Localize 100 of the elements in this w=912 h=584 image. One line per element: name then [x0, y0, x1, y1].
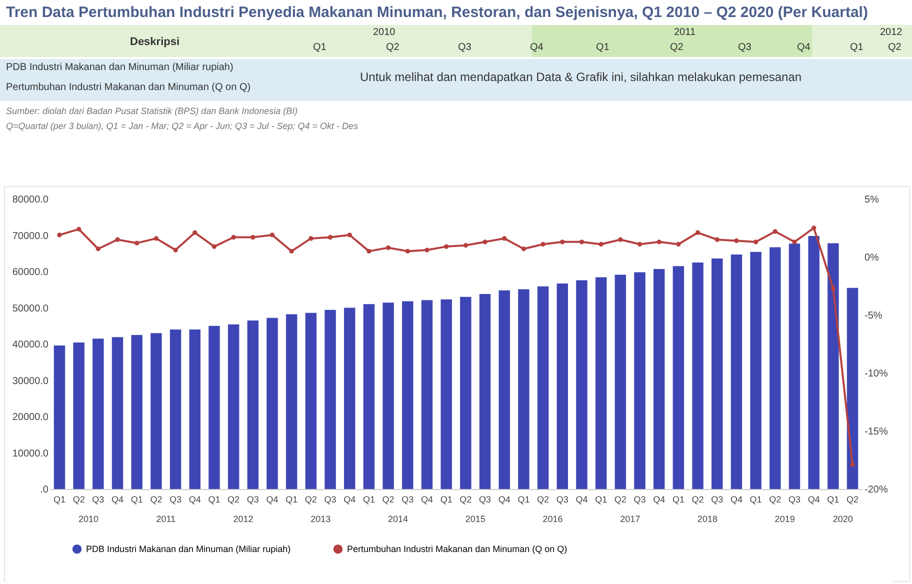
x-tick-label: Q2 — [614, 494, 626, 504]
x-tick-label: Q3 — [92, 494, 104, 504]
x-tick-label: Q2 — [228, 494, 240, 504]
x-tick-label: Q2 — [304, 494, 317, 504]
point — [676, 242, 681, 247]
x-tick-label: Q4 — [266, 494, 278, 504]
bar — [363, 304, 375, 489]
x-tick-label: Q3 — [402, 494, 414, 504]
bar — [189, 330, 200, 489]
point — [618, 237, 623, 242]
point — [424, 248, 430, 252]
text: Sumber: diolah dari Badan Pusat Statistik (BPS) dan Bank Indonesia (BI) — [6, 106, 298, 116]
bar — [518, 289, 530, 489]
point — [134, 240, 140, 246]
bar — [653, 268, 665, 489]
text: 2020 — [832, 514, 853, 524]
x-tick-label: Q2 — [537, 494, 550, 504]
text: Q1 — [596, 42, 610, 53]
text: 2014 — [388, 514, 408, 524]
x-tick-label: Q4 — [498, 494, 510, 504]
bar — [712, 258, 723, 489]
bar — [440, 299, 452, 489]
point — [76, 226, 82, 232]
x-tick-label: Q2 — [382, 494, 394, 504]
point — [521, 246, 526, 252]
text: Q1 — [850, 42, 864, 53]
x-tick-label: Q4 — [576, 494, 588, 504]
x-tick-label: Q3 — [324, 494, 336, 504]
x-tick-label: Q4 — [730, 494, 742, 504]
bar — [382, 302, 394, 489]
point — [463, 243, 468, 248]
text: 2010 — [78, 514, 99, 524]
point — [811, 226, 816, 230]
bar — [672, 266, 684, 489]
x-tick-label: Q1 — [208, 494, 220, 504]
point — [656, 240, 662, 244]
text: 2012 — [233, 514, 254, 524]
chart-title: Tren Data Pertumbuhan Industri Penyedia Makanan Minuman, Restoran, dan Sejenisnya, Q1 2010 – Q2 2020 (Per Kuartal) — [6, 4, 868, 21]
text: Pertumbuhan Industri Makanan dan Minuman (Q on Q) — [6, 82, 251, 93]
point — [850, 462, 855, 467]
text: 2013 — [310, 514, 331, 524]
text: 2012 — [880, 27, 902, 38]
point — [444, 244, 449, 249]
bar — [479, 294, 491, 489]
bar — [247, 320, 259, 489]
x-tick-label: Q1 — [518, 494, 530, 504]
point — [308, 236, 314, 241]
x-tick-label: Q1 — [440, 494, 452, 504]
text: Untuk melihat dan mendapatkan Data & Grafik ini, silahkan melakukan pemesanan — [360, 70, 802, 84]
x-tick-label: Q1 — [53, 494, 66, 504]
bar — [576, 280, 588, 489]
point — [289, 248, 294, 254]
point — [270, 232, 275, 238]
bar — [150, 333, 162, 489]
point — [231, 234, 236, 240]
point — [753, 240, 758, 244]
x-tick-label: Q4 — [344, 494, 356, 504]
bar — [634, 272, 646, 489]
x-tick-label: Q1 — [672, 494, 684, 504]
y-tick-label: 40000.0 — [12, 340, 49, 350]
point — [115, 237, 120, 242]
x-tick-label: Q2 — [846, 494, 859, 504]
point — [328, 234, 333, 240]
bar — [730, 254, 742, 489]
y-tick-label: 70000.0 — [12, 230, 49, 242]
text: Q4 — [530, 42, 544, 53]
x-tick-label: Q4 — [420, 494, 433, 504]
point — [598, 242, 604, 247]
text: PDB Industri Makanan dan Minuman (Miliar rupiah) — [6, 62, 234, 73]
text: 2018 — [697, 514, 718, 524]
point — [154, 236, 159, 241]
bar — [421, 300, 433, 489]
point — [734, 238, 739, 244]
legend-label: PDB Industri Makanan dan Minuman (Miliar rupiah) — [86, 544, 291, 554]
x-tick-label: Q1 — [595, 494, 608, 504]
bar — [286, 314, 298, 489]
x-tick-label: Q3 — [170, 494, 182, 504]
y2-tick-label: -10% — [864, 368, 888, 380]
text: 2017 — [620, 514, 640, 524]
text: 2015 — [465, 514, 486, 524]
y2-tick-label: -15% — [864, 426, 888, 438]
y2-tick-label: -5% — [864, 310, 882, 322]
x-tick-label: Q2 — [150, 494, 162, 504]
point — [695, 230, 700, 235]
point — [792, 240, 797, 244]
bar — [112, 337, 124, 489]
x-tick-label: Q4 — [112, 494, 124, 504]
bar — [266, 318, 278, 489]
legend-label: Pertumbuhan Industri Makanan dan Minuman (Q on Q) — [347, 544, 568, 554]
bar — [537, 286, 549, 489]
point — [540, 242, 546, 247]
bar — [788, 244, 800, 489]
bar — [750, 252, 762, 489]
text: Q2 — [888, 42, 902, 53]
point — [405, 248, 410, 254]
point — [560, 240, 565, 244]
bar — [344, 308, 356, 489]
x-tick-label: Q1 — [827, 494, 840, 504]
text: Deskripsi — [130, 36, 180, 48]
x-tick-label: Q4 — [188, 494, 201, 504]
